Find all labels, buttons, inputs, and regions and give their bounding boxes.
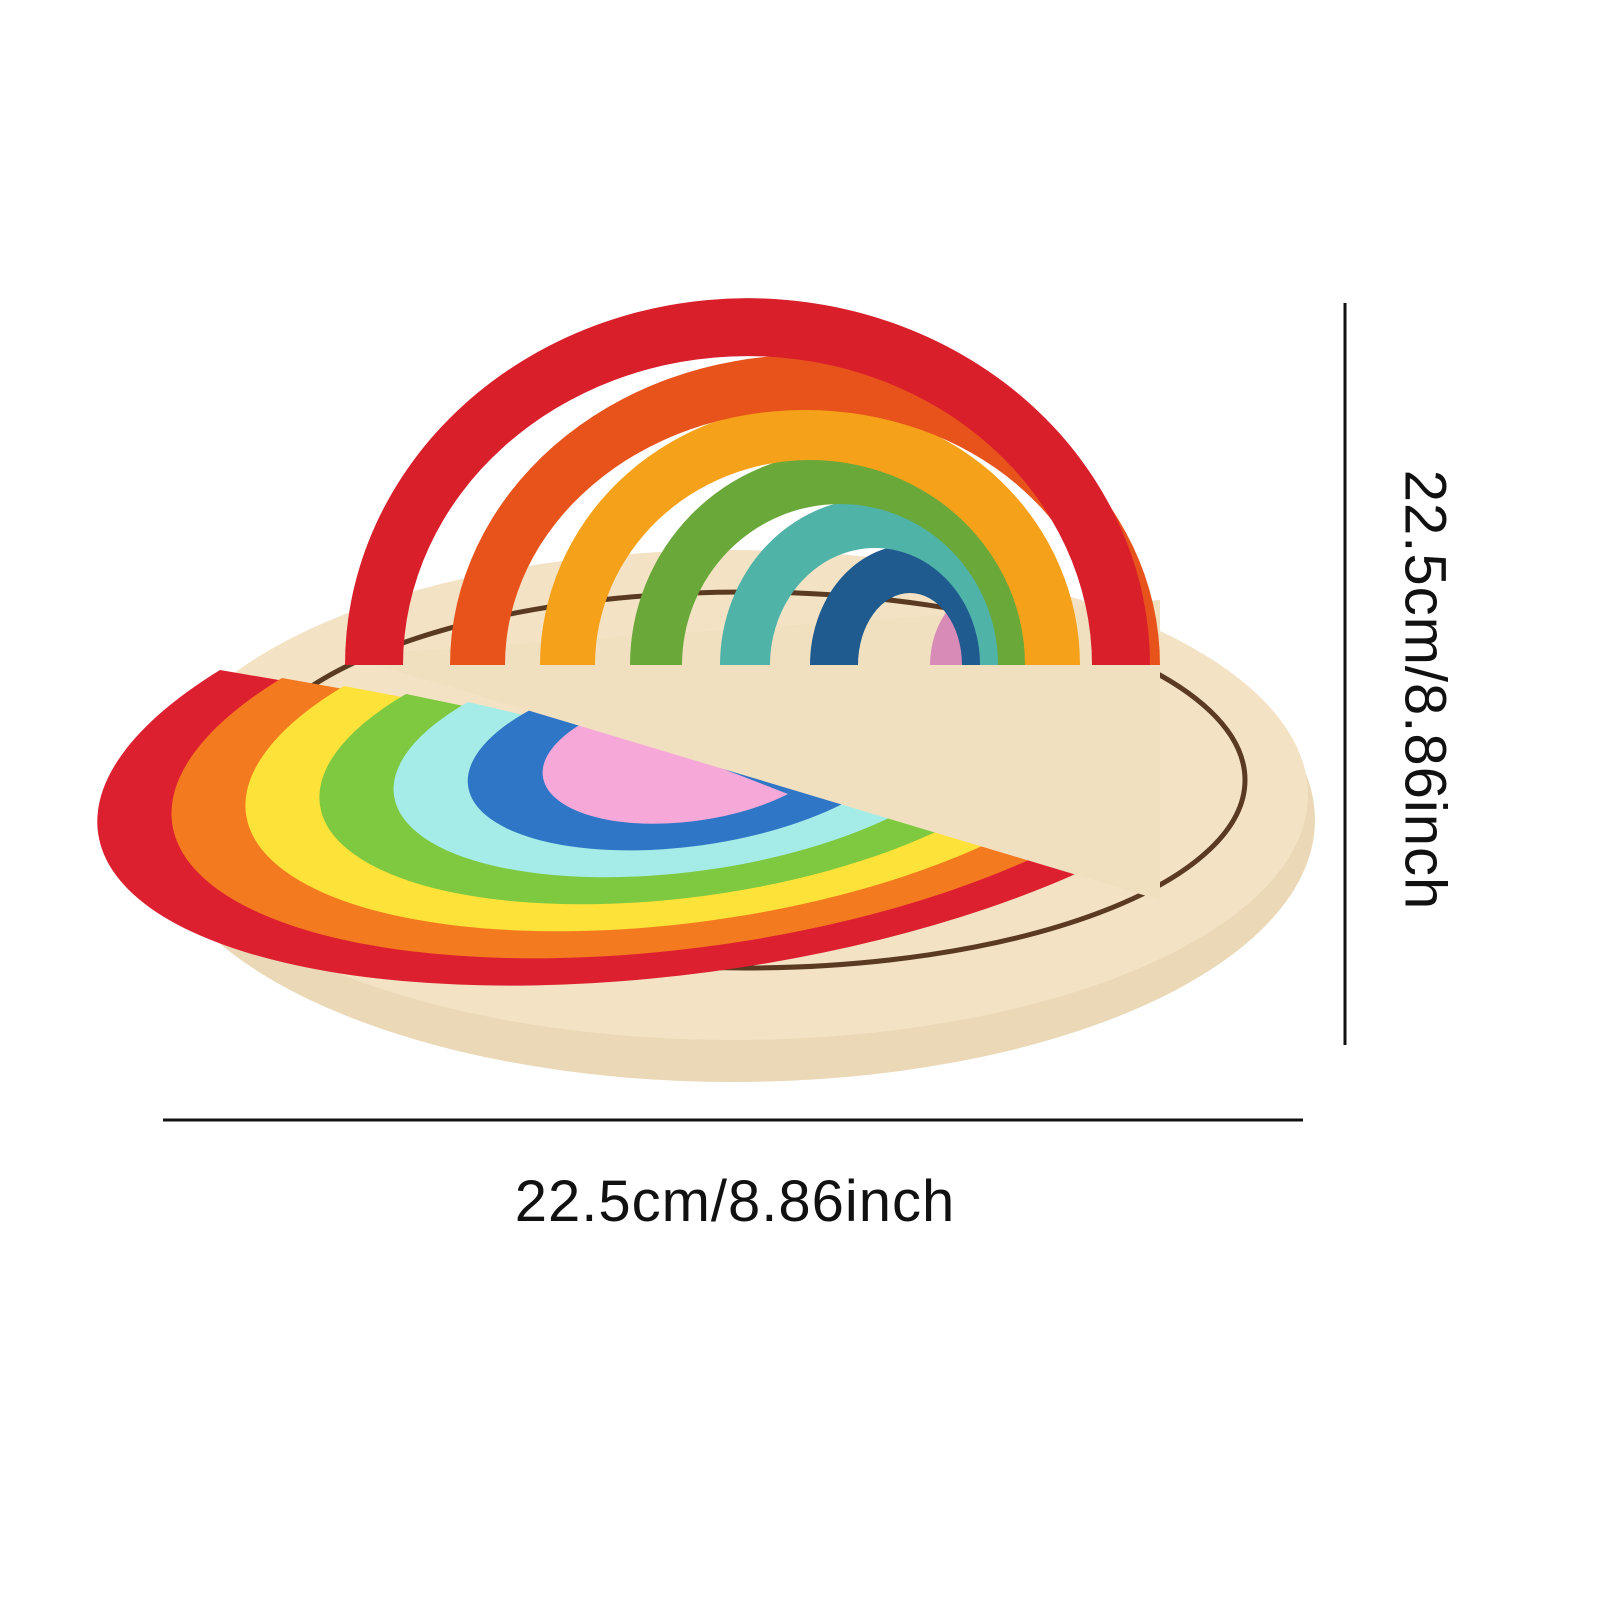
standing-arch-1: [345, 298, 1150, 665]
flat-rainbow-piece-7: [542, 718, 788, 824]
standing-rainbow-arches: [345, 298, 1160, 665]
height-dimension-label: 22.5cm/8.86inch: [1392, 469, 1458, 911]
width-dimension-label: 22.5cm/8.86inch: [514, 1169, 956, 1234]
wooden-divider: [355, 600, 1160, 900]
standing-arch-3: [540, 405, 1080, 665]
flat-rainbow-inlay: [97, 670, 1160, 986]
